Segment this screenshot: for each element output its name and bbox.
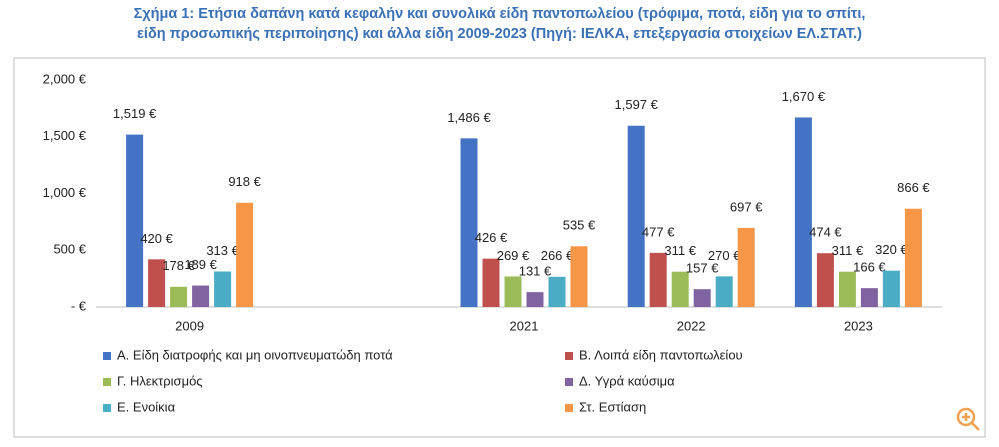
bar [882,270,900,307]
value-label: 697 € [730,199,763,214]
value-label: 320 € [875,242,908,257]
legend-marker [103,404,111,412]
legend-label: Α. Είδη διατροφής και μη οινοπνευματώδη … [117,347,393,362]
bar [192,285,210,307]
legend-label: Ε. Ενοίκια [117,399,176,414]
legend-marker [103,378,111,386]
y-tick-label: 2,000 € [43,71,87,86]
value-label: 157 € [686,261,719,276]
legend-label: Δ. Υγρά καύσιμα [579,373,675,388]
bar [570,246,588,307]
bar [904,208,922,307]
bar [148,259,166,307]
bar [460,138,478,307]
bar [214,271,232,307]
bar [482,258,500,307]
value-label: 313 € [206,243,239,258]
y-tick-label: - € [71,298,87,313]
x-tick-label: 2023 [844,318,873,333]
chart-title: Σχήμα 1: Ετήσια δαπάνη κατά κεφαλήν και … [0,4,999,44]
x-tick-label: 2022 [677,318,706,333]
bar [548,276,566,307]
bar [126,134,144,307]
bar [627,125,645,307]
legend-marker [565,352,573,360]
legend-label: Γ. Ηλεκτρισμός [117,373,203,388]
legend-label: Β. Λοιπά είδη παντοπωλείου [579,347,743,362]
zoom-icon[interactable] [956,407,980,431]
value-label: 1,519 € [113,106,157,121]
value-label: 420 € [140,231,173,246]
bar [794,117,812,307]
value-label: 866 € [897,180,930,195]
bar [671,271,689,307]
value-label: 311 € [664,243,696,258]
value-label: 477 € [642,224,675,239]
legend-marker [565,404,573,412]
value-label: 269 € [497,248,530,263]
value-label: 426 € [475,230,508,245]
bar [236,202,254,307]
bar [649,252,667,307]
bar [526,292,544,307]
bar [816,253,834,307]
y-tick-label: 500 € [53,242,86,257]
y-tick-label: 1,000 € [43,185,87,200]
value-label: 474 € [809,225,842,240]
bar [838,271,856,307]
title-line: είδη προσωπικής περιποίησης) και άλλα εί… [137,26,862,42]
legend-label: Στ. Εστίαση [579,399,646,414]
value-label: 189 € [184,257,217,272]
value-label: 266 € [541,248,574,263]
value-label: 918 € [228,174,261,189]
value-label: 178 € [162,258,195,273]
y-tick-label: 1,500 € [43,128,87,143]
value-label: 311 € [832,243,864,258]
value-label: 1,597 € [615,97,659,112]
legend-marker [565,378,573,386]
bar [860,288,878,307]
value-label: 166 € [853,260,886,275]
value-label: 1,486 € [447,110,491,125]
legend-marker [103,352,111,360]
bar [504,276,522,307]
x-tick-label: 2021 [510,318,539,333]
x-tick-label: 2009 [175,318,204,333]
value-label: 535 € [563,218,596,233]
title-line: Σχήμα 1: Ετήσια δαπάνη κατά κεφαλήν και … [133,6,866,22]
value-label: 131 € [519,264,552,279]
value-label: 1,670 € [782,89,826,104]
value-label: 270 € [708,248,741,263]
chart-frame [13,57,986,438]
bar [693,289,711,307]
bar [170,286,188,307]
bar [715,276,733,307]
bar [737,227,755,307]
